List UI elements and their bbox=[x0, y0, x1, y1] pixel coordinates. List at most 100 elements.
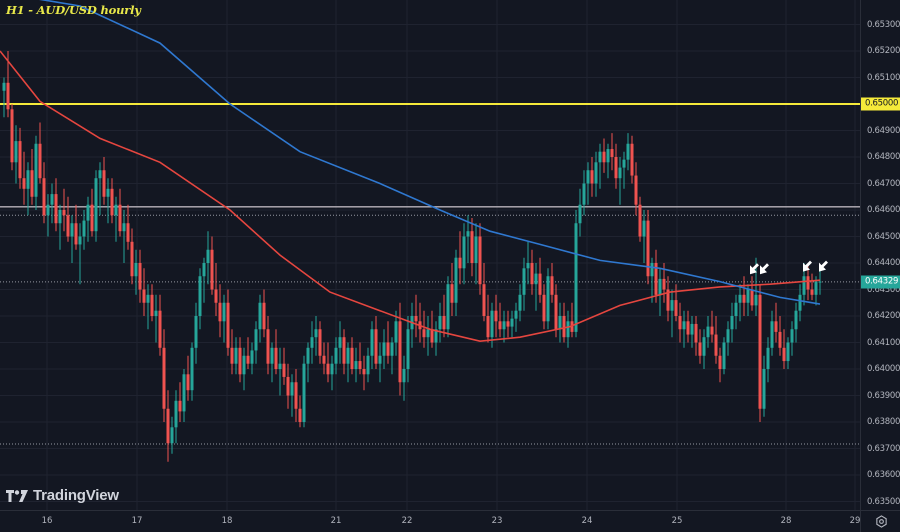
candle bbox=[542, 294, 546, 322]
candle bbox=[622, 159, 626, 168]
candle bbox=[150, 294, 154, 316]
candle bbox=[18, 141, 22, 179]
price-axis[interactable]: 0.65400 0.65300 0.65200 0.65100 0.64900 0.648… bbox=[860, 0, 900, 510]
candle bbox=[646, 220, 650, 277]
time-tick-label: 24 bbox=[581, 516, 593, 526]
candle bbox=[2, 82, 6, 91]
arrow-annotation-icon bbox=[760, 263, 769, 275]
candle bbox=[402, 369, 406, 383]
candle bbox=[742, 294, 746, 303]
price-tick-label: 0.64400 bbox=[867, 258, 900, 268]
candle bbox=[210, 249, 214, 290]
price-tick-label: 0.63600 bbox=[867, 470, 900, 480]
candle bbox=[74, 223, 78, 245]
candle bbox=[514, 310, 518, 319]
price-tick-label: 0.64300 bbox=[867, 284, 900, 295]
current-price-tag: 0.64329 bbox=[861, 275, 900, 289]
candle bbox=[754, 294, 758, 306]
candle bbox=[54, 194, 58, 224]
candle bbox=[310, 337, 314, 348]
moving-average-lines bbox=[0, 0, 821, 343]
candle bbox=[578, 204, 582, 224]
candle bbox=[374, 329, 378, 364]
candle bbox=[90, 204, 94, 232]
price-tick-label: 0.65200 bbox=[867, 46, 900, 56]
price-tick-label: 0.64500 bbox=[867, 231, 900, 242]
candle bbox=[298, 408, 302, 422]
candle bbox=[114, 204, 118, 216]
candle bbox=[382, 342, 386, 356]
candle bbox=[358, 361, 362, 369]
candle bbox=[66, 215, 70, 237]
candle bbox=[674, 300, 678, 316]
candle bbox=[354, 361, 358, 369]
candle bbox=[654, 263, 658, 295]
candle bbox=[98, 170, 102, 179]
candle bbox=[230, 347, 234, 364]
candle bbox=[238, 347, 242, 375]
candle bbox=[34, 143, 38, 197]
candle bbox=[58, 210, 62, 224]
candle bbox=[362, 369, 366, 375]
price-chart-plot[interactable] bbox=[0, 0, 860, 510]
price-tick-label: 0.64000 bbox=[867, 364, 900, 374]
candle bbox=[522, 268, 526, 295]
candle bbox=[430, 329, 434, 343]
candle bbox=[758, 294, 762, 409]
candle bbox=[242, 355, 246, 375]
tradingview-logo[interactable]: TradingView bbox=[6, 487, 119, 504]
candle bbox=[82, 220, 86, 237]
candle bbox=[566, 321, 570, 338]
candle bbox=[278, 363, 282, 369]
time-axis[interactable]: 16 17 18 21 22 23 24 25 28 29 bbox=[0, 510, 860, 532]
candle bbox=[762, 369, 766, 409]
candle bbox=[626, 143, 630, 160]
candle bbox=[498, 321, 502, 330]
candle bbox=[326, 363, 330, 375]
candle bbox=[174, 400, 178, 428]
candle bbox=[558, 316, 562, 330]
candle bbox=[426, 329, 430, 338]
candle bbox=[726, 329, 730, 343]
candle bbox=[458, 257, 462, 269]
candle bbox=[598, 151, 602, 163]
candle bbox=[442, 316, 446, 330]
candle bbox=[802, 276, 806, 295]
candle bbox=[486, 316, 490, 338]
candle bbox=[306, 347, 310, 364]
candle bbox=[770, 321, 774, 348]
candle bbox=[194, 316, 198, 348]
candle bbox=[438, 316, 442, 330]
candle bbox=[314, 329, 318, 338]
price-tick-label: 0.64800 bbox=[867, 152, 900, 162]
candle bbox=[202, 263, 206, 277]
candle bbox=[94, 178, 98, 232]
candle bbox=[786, 342, 790, 362]
candle bbox=[342, 337, 346, 364]
candle bbox=[366, 355, 370, 375]
candle bbox=[474, 236, 478, 263]
candle bbox=[126, 223, 130, 242]
candle bbox=[658, 278, 662, 295]
candle bbox=[722, 342, 726, 369]
time-tick-label: 21 bbox=[330, 516, 342, 526]
candle bbox=[738, 294, 742, 303]
candle bbox=[650, 263, 654, 277]
candle bbox=[30, 170, 34, 197]
brand-name: TradingView bbox=[33, 487, 119, 504]
candle bbox=[6, 82, 10, 110]
candle bbox=[214, 289, 218, 303]
candle bbox=[246, 355, 250, 364]
candle bbox=[106, 188, 110, 197]
price-tick-label: 0.63800 bbox=[867, 417, 900, 427]
candle bbox=[406, 329, 410, 369]
gear-icon bbox=[875, 515, 887, 528]
chart-settings-button[interactable] bbox=[860, 510, 900, 532]
time-tick-label: 17 bbox=[131, 516, 143, 526]
candle bbox=[198, 276, 202, 316]
candle bbox=[574, 223, 578, 332]
candle bbox=[62, 210, 66, 216]
candle bbox=[386, 342, 390, 356]
arrow-annotation-icon bbox=[803, 260, 812, 272]
